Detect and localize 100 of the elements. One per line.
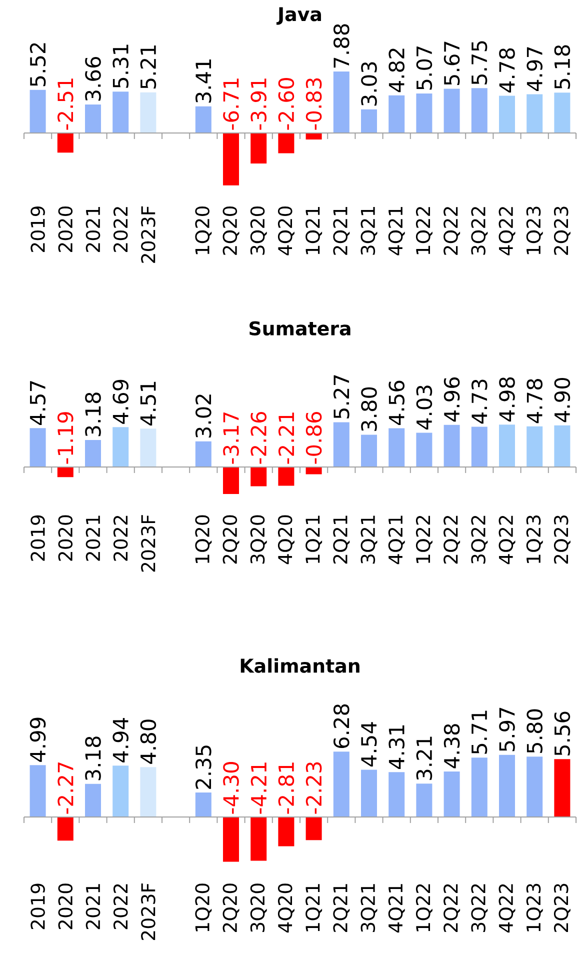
bar: [223, 816, 239, 862]
data-label: -2.21: [278, 412, 294, 464]
data-label: 4.57: [30, 381, 46, 425]
data-label: -0.83: [306, 78, 322, 130]
data-label: 5.52: [30, 43, 46, 86]
data-label: 7.88: [333, 24, 350, 68]
data-label: -4.30: [223, 762, 239, 814]
bar: [57, 816, 74, 841]
data-label: -2.51: [57, 78, 74, 130]
data-label: 3.18: [85, 736, 101, 780]
x-tick-label: 3Q20: [250, 515, 267, 564]
x-tick-label: 1Q22: [416, 884, 432, 932]
x-tick-label: 2019: [30, 206, 45, 252]
data-label: 5.75: [472, 41, 488, 84]
bar: [361, 770, 377, 817]
bar: [250, 816, 267, 861]
x-tick-label: 1Q22: [416, 207, 432, 254]
data-label: -6.71: [223, 78, 239, 130]
bar: [361, 109, 377, 133]
bar: [499, 424, 515, 467]
x-tick-label: 2Q22: [444, 207, 460, 255]
bar: [526, 94, 543, 133]
data-label: 2.35: [195, 746, 212, 789]
data-label: 5.67: [444, 42, 460, 85]
bar: [112, 427, 129, 467]
data-label: 4.54: [361, 722, 377, 767]
bar: [416, 432, 432, 467]
data-label: 3.18: [85, 392, 101, 436]
data-label: 3.21: [416, 736, 432, 780]
data-label: 5.27: [333, 375, 350, 418]
data-label: -1.19: [57, 412, 74, 464]
bar: [195, 441, 212, 467]
data-label: 4.82: [388, 48, 405, 92]
x-tick-label: 1Q23: [526, 516, 543, 563]
x-tick-label: 4Q21: [388, 206, 405, 256]
data-label: 4.80: [140, 720, 156, 764]
x-tick-label: 1Q22: [416, 516, 432, 563]
x-tick-label: 1Q20: [195, 884, 212, 932]
data-label: 4.03: [416, 386, 432, 430]
x-tick-label: 2Q20: [222, 884, 240, 932]
bar: [223, 466, 239, 494]
data-label: 3.03: [361, 62, 377, 106]
x-tick-label: 2020: [58, 515, 73, 561]
data-label: 5.21: [140, 46, 156, 89]
bar: [57, 466, 74, 478]
data-label: -2.81: [278, 762, 294, 814]
data-label: 5.71: [472, 710, 488, 754]
x-tick-label: 4Q22: [498, 207, 516, 256]
data-label: 4.31: [388, 725, 405, 769]
x-tick-label: 2020: [58, 206, 73, 252]
bar: [361, 434, 377, 467]
x-tick-label: 1Q20: [195, 515, 212, 563]
data-label: 4.73: [471, 380, 488, 424]
x-tick-label: 2023F: [141, 515, 156, 572]
bar: [333, 752, 350, 817]
chart-title: Kalimantan: [240, 658, 360, 673]
bar: [223, 132, 239, 186]
bar: [306, 132, 322, 140]
bar: [499, 96, 515, 133]
bar: [388, 428, 405, 467]
x-tick-label: 1Q20: [195, 206, 212, 254]
x-tick-label: 4Q21: [388, 516, 405, 564]
x-tick-label: 2Q20: [222, 206, 240, 255]
x-tick-label: 1Q21: [306, 206, 322, 254]
bar: [526, 756, 543, 817]
bar: [112, 766, 129, 817]
data-label: 4.90: [554, 378, 570, 422]
data-label: 3.02: [195, 394, 212, 438]
bar: [140, 92, 156, 133]
data-label: -3.17: [223, 412, 239, 464]
x-tick-label: 1Q21: [306, 884, 322, 932]
bar: [471, 758, 488, 817]
data-label: 4.78: [526, 379, 543, 424]
bar: [554, 92, 570, 133]
bar: [554, 425, 570, 467]
x-tick-label: 1Q23: [526, 206, 543, 254]
data-label: 5.80: [526, 709, 543, 753]
x-tick-label: 2Q22: [444, 516, 460, 564]
bar: [471, 426, 488, 467]
x-tick-label: 2022: [113, 207, 128, 252]
bar: [30, 90, 46, 133]
x-tick-label: 4Q20: [278, 206, 294, 256]
bar: [195, 106, 212, 133]
data-label: 4.56: [388, 380, 405, 426]
bar: [278, 466, 294, 486]
bar: [333, 422, 350, 467]
data-label: -2.60: [278, 78, 294, 130]
data-label: 6.28: [333, 704, 350, 748]
data-label: -2.27: [58, 762, 74, 814]
x-tick-label: 2Q20: [222, 515, 240, 564]
x-tick-label: 3Q20: [250, 884, 267, 932]
data-label: -2.23: [306, 762, 322, 814]
bar: [471, 88, 488, 133]
x-tick-label: 4Q21: [388, 884, 405, 932]
x-tick-label: 2Q21: [333, 206, 350, 255]
bar: [250, 132, 267, 164]
bar: [85, 784, 101, 817]
bar: [388, 772, 405, 817]
bar: [416, 784, 432, 817]
x-tick-label: 3Q22: [471, 516, 488, 564]
